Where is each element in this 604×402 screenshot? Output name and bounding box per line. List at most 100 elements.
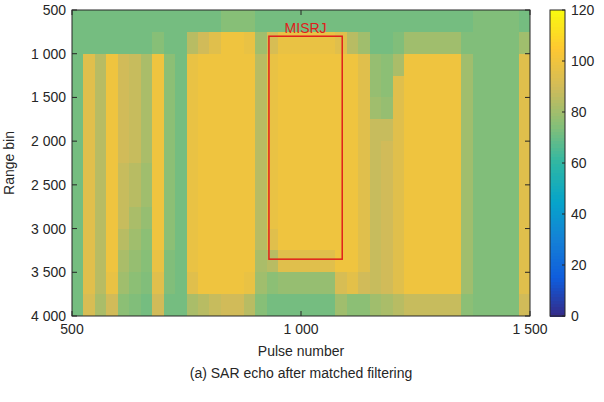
heatmap-cell — [118, 207, 130, 229]
heatmap-cell — [324, 207, 336, 229]
heatmap-cell — [381, 97, 393, 119]
heatmap-cell — [450, 207, 462, 229]
heatmap-cell — [358, 207, 370, 229]
heatmap-cell — [484, 10, 496, 32]
colorbar-tick-label: 40 — [571, 206, 587, 222]
heatmap-cell — [519, 250, 530, 272]
colorbar-step — [550, 10, 565, 14]
heatmap-cell — [106, 10, 118, 32]
colorbar-tick — [562, 214, 565, 215]
heatmap-cell — [175, 97, 187, 119]
heatmap-cell — [370, 185, 382, 207]
heatmap-cell — [301, 141, 313, 163]
heatmap-cell — [450, 119, 462, 141]
heatmap-cell — [519, 229, 530, 251]
heatmap-cell — [152, 229, 164, 251]
heatmap-cell — [175, 250, 187, 272]
heatmap-cell — [473, 229, 485, 251]
heatmap-cell — [358, 119, 370, 141]
heatmap-cell — [450, 10, 462, 32]
heatmap-cell — [301, 229, 313, 251]
heatmap-cell — [72, 272, 84, 294]
y-tick — [72, 272, 77, 273]
heatmap-cell — [164, 250, 176, 272]
heatmap-cell — [347, 229, 359, 251]
heatmap-cell — [221, 163, 233, 185]
heatmap-cell — [324, 119, 336, 141]
heatmap-cell — [370, 207, 382, 229]
heatmap-cell — [141, 97, 153, 119]
heatmap-cell — [198, 97, 210, 119]
heatmap-cell — [141, 272, 153, 294]
heatmap-cell — [232, 185, 244, 207]
heatmap-cell — [301, 207, 313, 229]
heatmap-cell — [450, 163, 462, 185]
heatmap-cell — [381, 250, 393, 272]
heatmap-cell — [187, 250, 199, 272]
heatmap-cell — [301, 119, 313, 141]
heatmap-cell — [301, 163, 313, 185]
heatmap-cell — [278, 97, 290, 119]
heatmap-cell — [461, 272, 473, 294]
heatmap-cell — [473, 54, 485, 76]
colorbar-tick — [562, 316, 565, 317]
heatmap-cell — [129, 163, 141, 185]
y-tick-label: 2 500 — [31, 177, 66, 193]
heatmap-cell — [267, 294, 279, 316]
heatmap-cell — [427, 185, 439, 207]
heatmap-cell — [381, 54, 393, 76]
heatmap-cell — [484, 207, 496, 229]
x-tick — [530, 10, 531, 15]
heatmap-cell — [427, 250, 439, 272]
heatmap-cell — [118, 10, 130, 32]
heatmap-cell — [95, 185, 107, 207]
heatmap-cell — [72, 207, 84, 229]
heatmap-cell — [267, 272, 279, 294]
heatmap-cell — [106, 185, 118, 207]
heatmap-cell — [72, 163, 84, 185]
heatmap-cell — [164, 185, 176, 207]
heatmap-cell — [72, 294, 84, 316]
heatmap-cell — [209, 141, 221, 163]
heatmap-cell — [164, 76, 176, 98]
heatmap-cell — [290, 54, 302, 76]
heatmap-cell — [209, 272, 221, 294]
heatmap-cell — [209, 163, 221, 185]
heatmap-cell — [450, 141, 462, 163]
y-tick — [72, 228, 77, 229]
heatmap-cell — [416, 229, 428, 251]
heatmap-cell — [187, 272, 199, 294]
heatmap-cell — [519, 294, 530, 316]
heatmap-cell — [209, 207, 221, 229]
heatmap-cell — [484, 32, 496, 54]
heatmap-cell — [152, 54, 164, 76]
heatmap-cell — [290, 229, 302, 251]
y-tick-label: 500 — [43, 2, 67, 18]
y-tick — [525, 141, 530, 142]
chart: 5001 0001 5005001 0001 5002 0002 5003 00… — [0, 0, 604, 402]
heatmap-cell — [209, 119, 221, 141]
heatmap-cell — [347, 10, 359, 32]
heatmap-cell — [450, 185, 462, 207]
heatmap-cell — [473, 119, 485, 141]
heatmap-cell — [255, 10, 267, 32]
heatmap-cell — [335, 54, 347, 76]
heatmap-cell — [473, 250, 485, 272]
heatmap-cell — [141, 250, 153, 272]
heatmap-cell — [507, 229, 519, 251]
heatmap-cell — [335, 250, 347, 272]
heatmap-cell — [370, 97, 382, 119]
heatmap-cell — [484, 163, 496, 185]
heatmap-cell — [370, 119, 382, 141]
heatmap-cell — [496, 294, 508, 316]
heatmap-cell — [187, 54, 199, 76]
heatmap-cell — [393, 250, 405, 272]
colorbar-tick — [562, 10, 565, 11]
heatmap-cell — [209, 229, 221, 251]
heatmap-cell — [358, 97, 370, 119]
heatmap-cell — [312, 272, 324, 294]
heatmap-cell — [152, 163, 164, 185]
heatmap-cell — [152, 97, 164, 119]
heatmap-cell — [461, 10, 473, 32]
heatmap-cell — [244, 10, 256, 32]
